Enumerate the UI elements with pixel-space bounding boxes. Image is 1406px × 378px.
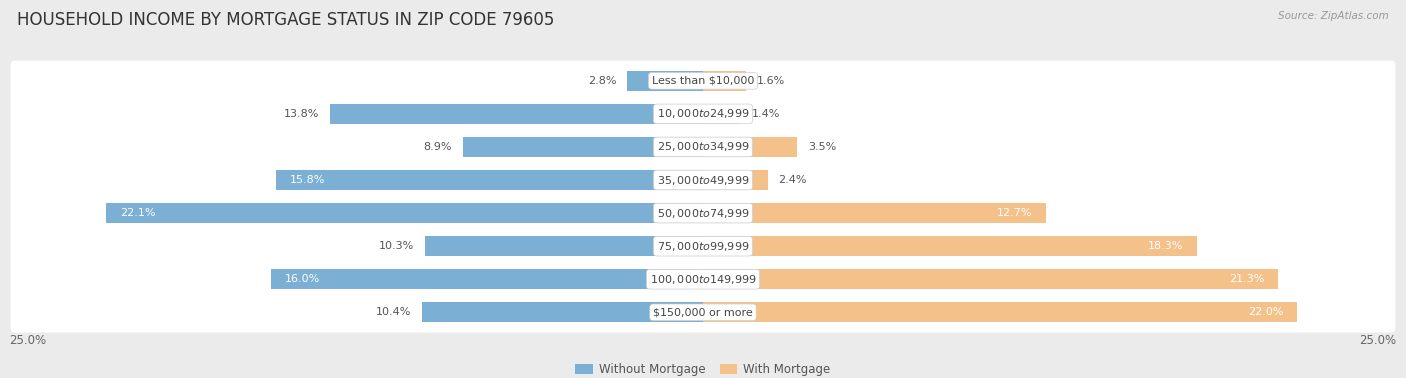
Legend: Without Mortgage, With Mortgage: Without Mortgage, With Mortgage [571, 359, 835, 378]
Text: $35,000 to $49,999: $35,000 to $49,999 [657, 174, 749, 186]
Text: $150,000 or more: $150,000 or more [654, 307, 752, 317]
Text: Source: ZipAtlas.com: Source: ZipAtlas.com [1278, 11, 1389, 21]
Bar [277, 170, 703, 190]
Text: $100,000 to $149,999: $100,000 to $149,999 [650, 273, 756, 286]
Text: 1.4%: 1.4% [752, 109, 780, 119]
Text: 13.8%: 13.8% [284, 109, 319, 119]
Bar [627, 71, 703, 91]
Text: 18.3%: 18.3% [1149, 241, 1184, 251]
Bar [703, 170, 768, 190]
Text: 22.1%: 22.1% [120, 208, 156, 218]
Text: HOUSEHOLD INCOME BY MORTGAGE STATUS IN ZIP CODE 79605: HOUSEHOLD INCOME BY MORTGAGE STATUS IN Z… [17, 11, 554, 29]
Text: $10,000 to $24,999: $10,000 to $24,999 [657, 107, 749, 120]
Bar [703, 104, 741, 124]
Text: 2.4%: 2.4% [779, 175, 807, 185]
Text: 10.4%: 10.4% [375, 307, 412, 317]
FancyBboxPatch shape [11, 60, 1395, 101]
Text: 12.7%: 12.7% [997, 208, 1032, 218]
FancyBboxPatch shape [11, 160, 1395, 200]
Bar [463, 137, 703, 157]
Text: 1.6%: 1.6% [756, 76, 785, 86]
Text: Less than $10,000: Less than $10,000 [652, 76, 754, 86]
Text: 22.0%: 22.0% [1249, 307, 1284, 317]
FancyBboxPatch shape [11, 226, 1395, 266]
FancyBboxPatch shape [11, 259, 1395, 299]
Bar [703, 203, 1046, 223]
Text: 21.3%: 21.3% [1229, 274, 1264, 284]
Text: $75,000 to $99,999: $75,000 to $99,999 [657, 240, 749, 253]
FancyBboxPatch shape [11, 193, 1395, 233]
Bar [703, 137, 797, 157]
Text: 10.3%: 10.3% [378, 241, 415, 251]
Text: 8.9%: 8.9% [423, 142, 451, 152]
Bar [703, 269, 1278, 289]
Text: 15.8%: 15.8% [290, 175, 325, 185]
Text: 16.0%: 16.0% [284, 274, 319, 284]
Bar [107, 203, 703, 223]
Bar [425, 236, 703, 256]
Text: $50,000 to $74,999: $50,000 to $74,999 [657, 207, 749, 220]
Text: 3.5%: 3.5% [808, 142, 837, 152]
Bar [422, 302, 703, 322]
Bar [703, 302, 1296, 322]
FancyBboxPatch shape [11, 127, 1395, 167]
Bar [271, 269, 703, 289]
Bar [330, 104, 703, 124]
Bar [703, 71, 747, 91]
FancyBboxPatch shape [11, 94, 1395, 134]
FancyBboxPatch shape [11, 292, 1395, 333]
Bar [703, 236, 1197, 256]
Text: $25,000 to $34,999: $25,000 to $34,999 [657, 141, 749, 153]
Text: 2.8%: 2.8% [588, 76, 617, 86]
